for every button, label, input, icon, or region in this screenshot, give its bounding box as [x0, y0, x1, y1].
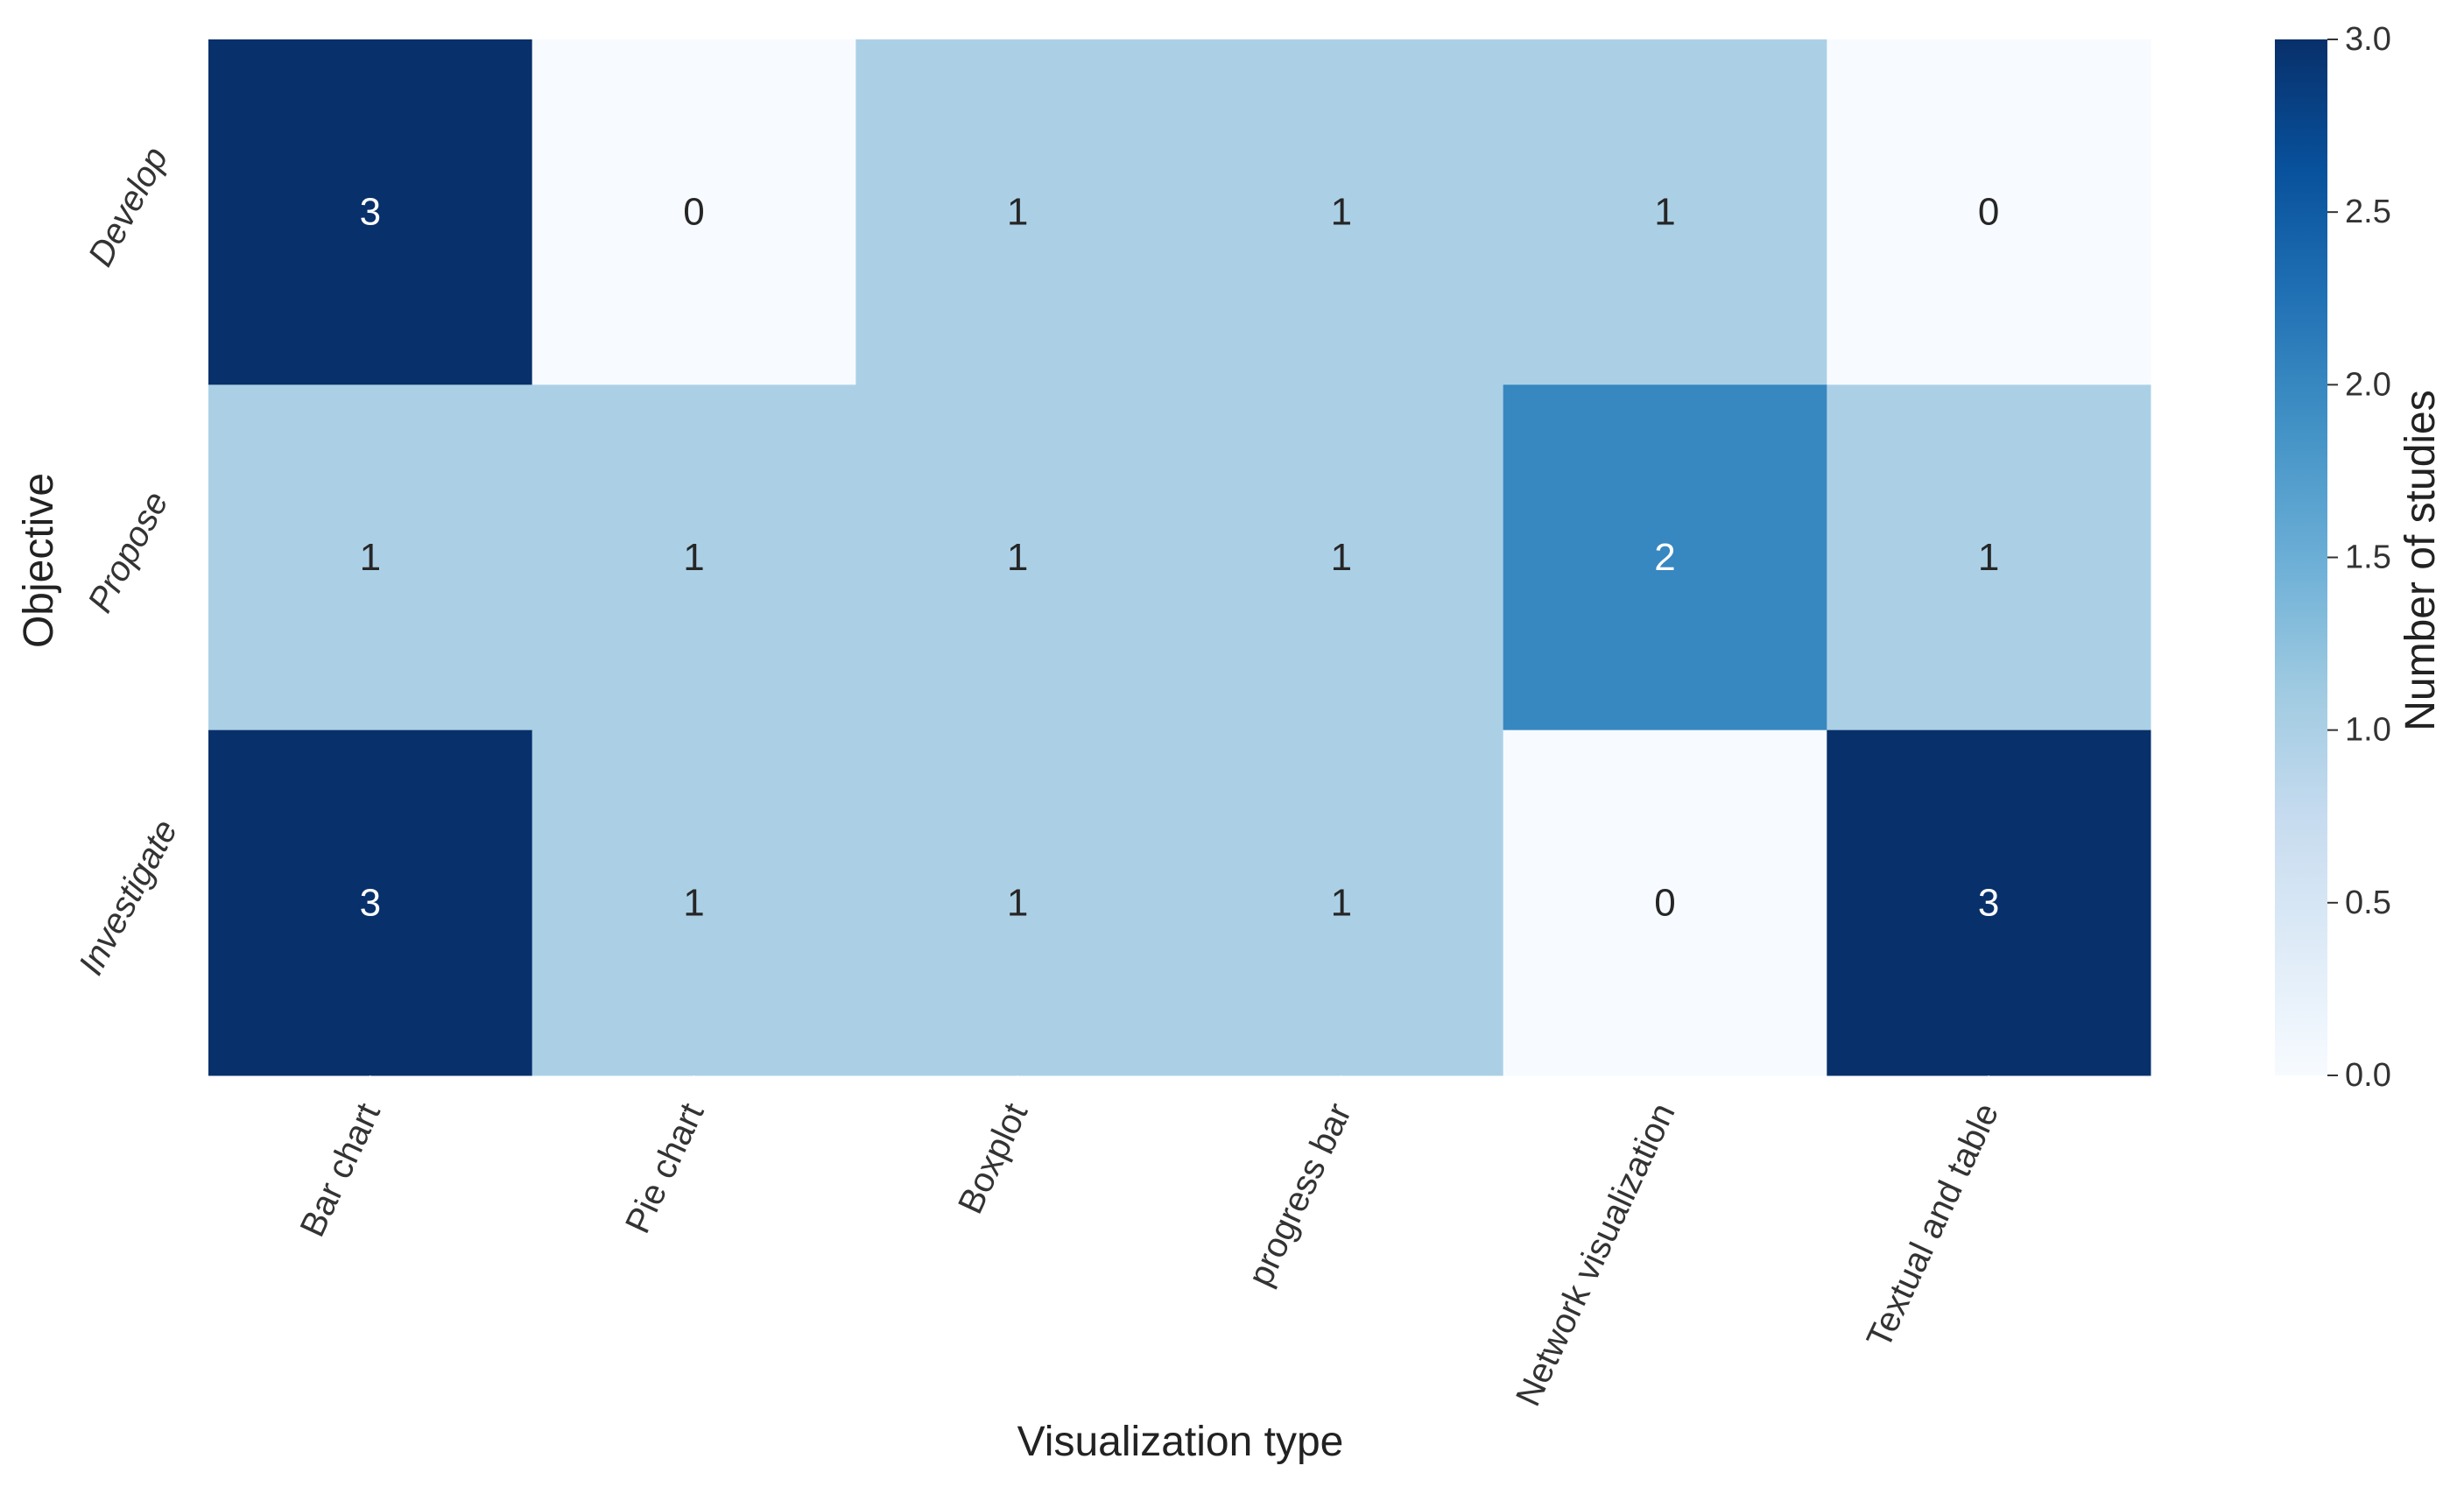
cell-value-label: 0 — [683, 191, 704, 234]
x-axis-title: Visualization type — [1017, 1419, 1344, 1465]
colorbar-tick-label: 0.5 — [2345, 884, 2391, 921]
heatmap-cell — [1179, 39, 1504, 385]
cell-value-label: 1 — [1007, 536, 1028, 579]
x-tick-label: progress bar — [1241, 1097, 1359, 1292]
cell-value-label: 3 — [360, 881, 381, 924]
cell-value-label: 1 — [1331, 536, 1352, 579]
cell-value-label: 0 — [1654, 881, 1675, 924]
x-tick-label: Bar chart — [293, 1097, 388, 1243]
cell-value-label: 1 — [1331, 881, 1352, 924]
heatmap-cell — [208, 384, 533, 731]
heatmap-cell — [532, 39, 856, 385]
heatmap-cell — [1503, 384, 1827, 731]
x-tick-label: Network visualization — [1509, 1097, 1683, 1412]
colorbar-tick-label: 1.5 — [2345, 539, 2391, 576]
heatmap-cell — [1503, 39, 1827, 385]
heatmap-cell — [208, 729, 533, 1076]
heatmap-cell — [1827, 384, 2151, 731]
x-axis-ticks: Bar chart Pie chart Boxplot progress bar Net… — [293, 1075, 2007, 1412]
colorbar-ticks: 0.0 0.5 1.0 1.5 2.0 2.5 3.0 — [2327, 21, 2391, 1094]
y-axis-title: Objective — [16, 473, 62, 648]
cell-value-label: 3 — [360, 191, 381, 234]
heatmap-annotations: 3 0 1 1 1 0 1 1 1 1 2 1 3 1 1 1 0 3 — [360, 191, 2000, 925]
cell-value-label: 1 — [1007, 191, 1028, 234]
cell-value-label: 2 — [1654, 536, 1675, 579]
colorbar-title: Number of studies — [2397, 390, 2444, 731]
cell-value-label: 0 — [1978, 191, 1999, 234]
x-tick-label: Boxplot — [951, 1097, 1035, 1220]
y-axis-ticks: Develop Propose Investigate — [72, 141, 186, 982]
heatmap-cell — [1179, 384, 1504, 731]
x-tick-label: Textual and table — [1860, 1097, 2007, 1354]
cell-value-label: 1 — [1654, 191, 1675, 234]
colorbar-tick-label: 0.0 — [2345, 1057, 2391, 1094]
cell-value-label: 3 — [1978, 881, 1999, 924]
heatmap-cell — [1827, 729, 2151, 1076]
heatmap-cell — [1827, 39, 2151, 385]
cell-value-label: 1 — [360, 536, 381, 579]
colorbar-tick-label: 1.0 — [2345, 712, 2391, 749]
colorbar — [2275, 39, 2327, 1075]
cell-value-label: 1 — [1978, 536, 1999, 579]
x-tick-label: Pie chart — [618, 1097, 712, 1239]
heatmap-cell — [855, 729, 1180, 1076]
heatmap-cells — [208, 39, 2151, 1076]
heatmap-cell — [208, 39, 533, 385]
cell-value-label: 1 — [683, 881, 704, 924]
heatmap-cell — [532, 729, 856, 1076]
colorbar-tick-label: 3.0 — [2345, 21, 2391, 58]
y-tick-label: Propose — [81, 485, 176, 618]
heatmap-cell — [1179, 729, 1504, 1076]
cell-value-label: 1 — [1007, 881, 1028, 924]
y-tick-label: Develop — [81, 141, 176, 272]
colorbar-tick-label: 2.0 — [2345, 366, 2391, 403]
heatmap-cell — [1503, 729, 1827, 1076]
colorbar-tick-label: 2.5 — [2345, 194, 2391, 230]
cell-value-label: 1 — [683, 536, 704, 579]
heatmap-cell — [532, 384, 856, 731]
heatmap-cell — [855, 384, 1180, 731]
y-tick-label: Investigate — [72, 814, 186, 981]
cell-value-label: 1 — [1331, 191, 1352, 234]
heatmap-cell — [855, 39, 1180, 385]
